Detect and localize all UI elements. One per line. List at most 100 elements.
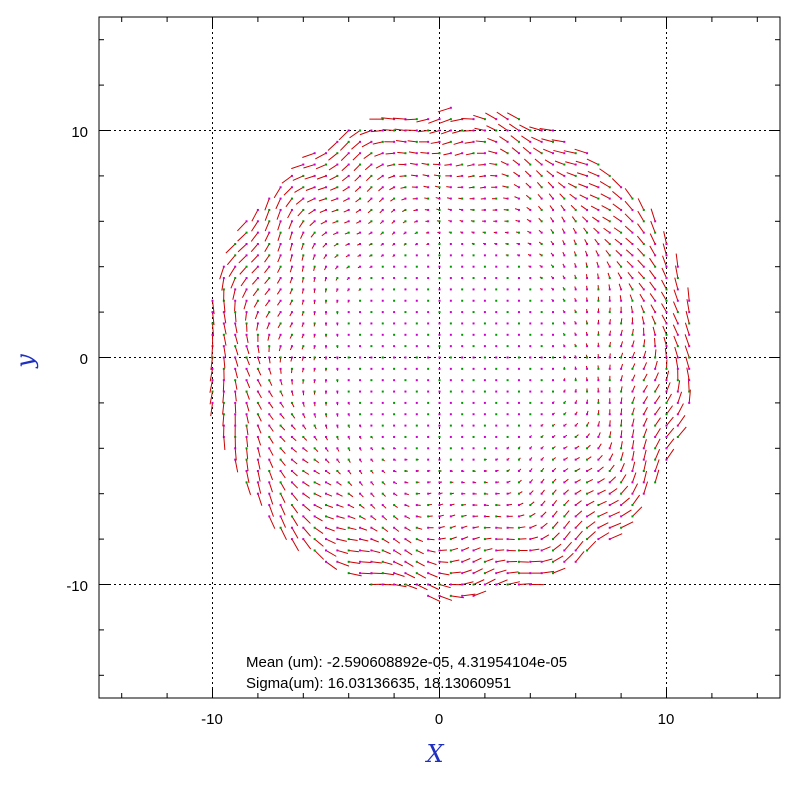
field-marker: [642, 277, 645, 280]
field-marker: [370, 208, 373, 211]
field-marker: [461, 356, 464, 359]
field-marker: [404, 424, 407, 427]
field-marker: [495, 277, 498, 280]
field-vector: [325, 527, 335, 532]
field-marker: [552, 277, 554, 280]
field-vector: [361, 141, 372, 148]
field-marker: [290, 413, 293, 416]
field-marker: [347, 174, 350, 177]
field-vector: [675, 265, 679, 279]
field-marker: [631, 322, 634, 325]
field-marker: [483, 265, 486, 268]
field-marker: [517, 322, 520, 325]
field-vector: [507, 581, 520, 585]
field-marker: [552, 572, 554, 575]
field-marker: [302, 265, 305, 268]
field-marker: [359, 129, 362, 132]
field-marker: [438, 243, 441, 245]
field-marker: [404, 174, 407, 177]
field-marker: [313, 447, 316, 450]
field-vector: [285, 198, 293, 208]
field-marker: [483, 356, 486, 359]
field-marker: [472, 424, 475, 427]
field-vector: [222, 414, 225, 427]
field-vector: [302, 152, 315, 158]
field-marker: [608, 413, 611, 416]
field-marker: [268, 401, 271, 404]
field-marker: [574, 163, 577, 166]
field-vector: [649, 245, 656, 256]
field-vector: [306, 198, 315, 203]
field-marker: [529, 129, 532, 132]
field-vector: [590, 205, 599, 211]
field-marker: [325, 560, 327, 563]
field-marker: [540, 311, 543, 314]
field-vector: [325, 504, 334, 508]
field-marker: [472, 265, 475, 268]
field-marker: [302, 254, 305, 257]
field-marker: [620, 231, 623, 234]
field-marker: [517, 435, 520, 438]
field-marker: [347, 243, 350, 245]
field-vector: [268, 482, 273, 493]
field-marker: [597, 333, 600, 336]
field-marker: [620, 481, 623, 484]
field-marker: [325, 390, 327, 393]
field-vector: [245, 312, 248, 321]
field-vector: [672, 313, 679, 324]
field-marker: [586, 220, 589, 223]
field-marker: [336, 447, 339, 450]
field-vector: [474, 127, 486, 131]
field-marker: [620, 356, 623, 359]
field-marker: [347, 538, 350, 541]
field-vector: [652, 326, 656, 335]
field-vector: [246, 334, 249, 343]
field-marker: [393, 379, 396, 382]
field-vector: [338, 130, 350, 141]
field-marker: [404, 526, 407, 529]
field-marker: [676, 288, 679, 291]
field-marker: [688, 367, 691, 370]
field-marker: [506, 470, 509, 472]
field-vector: [599, 181, 611, 188]
field-vector: [294, 186, 304, 193]
field-marker: [563, 254, 566, 257]
field-marker: [381, 322, 384, 325]
field-marker: [370, 243, 373, 245]
field-marker: [540, 197, 543, 200]
field-vector: [234, 300, 236, 311]
field-marker: [245, 435, 248, 438]
field-marker: [495, 526, 498, 529]
field-marker: [427, 401, 430, 404]
field-marker: [359, 243, 362, 245]
field-marker: [586, 333, 589, 336]
field-marker: [313, 265, 316, 268]
field-marker: [302, 458, 305, 461]
field-marker: [472, 288, 475, 291]
field-marker: [415, 560, 418, 563]
field-vector: [660, 291, 667, 302]
field-marker: [461, 583, 464, 586]
field-marker: [404, 197, 407, 200]
field-marker: [415, 243, 418, 245]
field-vector: [601, 205, 610, 211]
field-vector: [666, 405, 673, 415]
field-marker: [631, 265, 634, 268]
field-marker: [415, 356, 418, 359]
field-vector: [641, 316, 645, 324]
field-marker: [393, 572, 396, 575]
field-vector: [291, 527, 299, 539]
field-marker: [325, 515, 327, 518]
field-marker: [552, 515, 554, 518]
field-marker: [461, 401, 464, 404]
field-marker: [631, 401, 634, 404]
field-vector: [225, 243, 236, 254]
field-marker: [574, 311, 577, 314]
field-marker: [234, 322, 237, 325]
field-marker: [540, 220, 543, 223]
field-marker: [359, 458, 362, 461]
field-marker: [620, 526, 623, 529]
field-marker: [302, 390, 305, 393]
field-marker: [279, 220, 282, 223]
field-marker: [506, 333, 509, 336]
